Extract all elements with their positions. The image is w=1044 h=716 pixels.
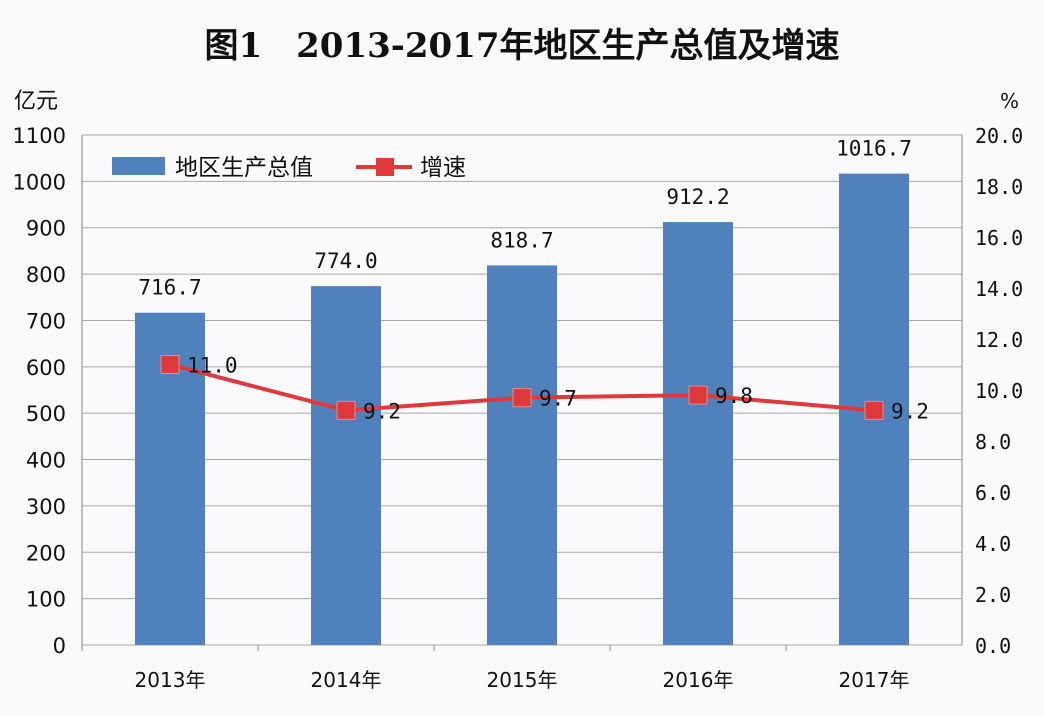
x-tick-label: 2016年: [663, 668, 734, 692]
x-tick-label: 2014年: [311, 668, 382, 692]
chart-title: 图1 2013-2017年地区生产总值及增速: [204, 26, 840, 66]
growth-marker: [864, 400, 884, 420]
right-tick-label: 12.0: [975, 328, 1023, 352]
growth-value-label: 9.2: [363, 399, 401, 423]
left-tick-label: 500: [26, 402, 66, 426]
left-tick-label: 200: [26, 541, 66, 565]
right-tick-label: 2.0: [975, 583, 1011, 607]
growth-marker: [512, 388, 532, 408]
bar: [311, 286, 381, 645]
growth-marker: [688, 385, 708, 405]
bar-value-label: 818.7: [490, 228, 553, 252]
bar-value-label: 1016.7: [836, 137, 912, 161]
left-tick-label: 900: [26, 217, 66, 241]
bar: [487, 265, 557, 645]
left-tick-label: 1100: [13, 124, 66, 148]
right-axis-unit: %: [1000, 89, 1019, 113]
legend-line-label: 增速: [420, 155, 466, 181]
left-tick-label: 100: [26, 588, 66, 612]
growth-marker: [160, 355, 180, 374]
right-tick-label: 4.0: [975, 532, 1011, 556]
growth-value-label: 9.2: [891, 399, 929, 423]
bar-value-label: 912.2: [666, 185, 729, 209]
right-tick-label: 8.0: [975, 430, 1011, 454]
growth-value-label: 11.0: [187, 354, 238, 378]
right-tick-label: 6.0: [975, 481, 1011, 505]
growth-marker: [336, 400, 356, 420]
left-tick-label: 300: [26, 495, 66, 519]
left-tick-label: 600: [26, 356, 66, 380]
left-tick-label: 400: [26, 449, 66, 473]
x-tick-label: 2013年: [135, 668, 206, 692]
left-axis-unit: 亿元: [14, 89, 58, 114]
legend-bar-label: 地区生产总值: [175, 155, 313, 181]
right-tick-label: 20.0: [975, 124, 1023, 148]
right-tick-label: 0.0: [975, 634, 1011, 658]
right-tick-label: 18.0: [975, 175, 1023, 199]
growth-value-label: 9.8: [715, 384, 753, 408]
bar: [663, 222, 733, 645]
growth-value-label: 9.7: [539, 387, 577, 411]
bar-value-label: 716.7: [138, 276, 201, 300]
bar-value-label: 774.0: [314, 249, 377, 273]
x-tick-label: 2017年: [839, 668, 910, 692]
left-tick-label: 1000: [13, 170, 66, 194]
legend-line-marker: [376, 158, 394, 176]
right-tick-label: 14.0: [975, 277, 1023, 301]
left-tick-label: 800: [26, 263, 66, 287]
right-tick-label: 16.0: [975, 226, 1023, 250]
left-tick-label: 700: [26, 309, 66, 333]
legend-bar-swatch: [112, 157, 165, 175]
right-tick-label: 10.0: [975, 379, 1023, 403]
x-tick-label: 2015年: [487, 668, 558, 692]
left-tick-label: 0: [53, 634, 66, 658]
